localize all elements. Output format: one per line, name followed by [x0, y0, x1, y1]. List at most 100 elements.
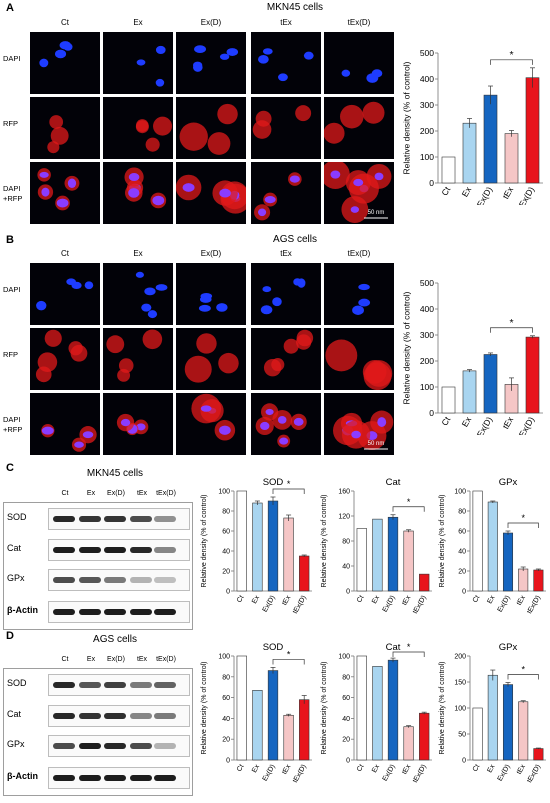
dapi-nucleus	[136, 423, 146, 431]
bar-chart-a: 0 100 200 300 400 500 Relative density (% of c…	[402, 48, 543, 205]
chart-title: GPx	[499, 477, 518, 488]
bar	[472, 707, 483, 761]
blot-band	[154, 577, 176, 583]
x-tick-label: tEx(D)	[412, 595, 428, 616]
x-tick-label: Ct	[356, 594, 366, 604]
dapi-nucleus	[226, 48, 239, 56]
blot-band	[53, 609, 75, 615]
x-tick-label: tEx	[500, 184, 515, 200]
dapi-nucleus	[272, 297, 282, 307]
y-tick-label: 400	[420, 304, 434, 314]
rfp-cell	[207, 132, 231, 155]
panel-letter-b: B	[6, 234, 14, 246]
x-tick-label: Ct	[236, 594, 246, 604]
bar	[283, 714, 294, 761]
micrograph-tile	[176, 97, 246, 159]
dapi-nucleus	[141, 303, 152, 312]
x-tick-label: Ex(D)	[382, 764, 397, 783]
panel-b-title: AGS cells	[273, 234, 317, 245]
micrograph-tile	[251, 328, 321, 390]
blot-label: GPx	[7, 573, 25, 583]
column-label: tEx	[280, 18, 292, 27]
blot-band	[154, 743, 176, 749]
micrograph-tile	[324, 328, 394, 390]
x-tick-label: Ex(D)	[262, 595, 277, 614]
dapi-nucleus	[71, 281, 82, 290]
micrograph-tile	[30, 263, 100, 325]
y-tick-label: 20	[222, 737, 230, 744]
y-tick-label: 200	[454, 653, 466, 660]
dapi-nucleus	[260, 421, 270, 431]
bar	[387, 659, 399, 761]
y-tick-label: 60	[222, 695, 230, 702]
bar	[441, 386, 456, 414]
dapi-nucleus	[182, 183, 195, 192]
column-label: tEx(D)	[347, 249, 371, 258]
dapi-nucleus	[374, 172, 384, 181]
bar	[267, 500, 279, 592]
dapi-nucleus	[216, 303, 228, 312]
rfp-cell	[283, 338, 299, 354]
dapi-nucleus	[41, 187, 50, 197]
bar	[419, 712, 430, 761]
dapi-nucleus	[36, 300, 47, 311]
lane-label: tEx(D)	[156, 490, 176, 497]
dapi-nucleus	[192, 62, 203, 72]
bar	[518, 701, 529, 761]
blot-band	[53, 713, 75, 719]
blot-band	[154, 516, 176, 522]
dapi-nucleus	[74, 441, 84, 448]
blot-label: Cat	[7, 709, 22, 719]
dapi-nucleus	[135, 271, 144, 278]
x-tick-label: Ex(D)	[475, 415, 495, 435]
micrograph-tile	[324, 32, 394, 94]
micrograph-tile	[103, 263, 173, 325]
micrograph-tile	[324, 97, 394, 159]
significance-bracket	[507, 522, 539, 528]
dapi-nucleus	[341, 69, 351, 77]
bar	[462, 122, 477, 184]
bar	[525, 77, 540, 184]
bar	[502, 532, 514, 592]
y-tick-label: 100	[420, 382, 434, 392]
rfp-cell	[218, 352, 239, 374]
micrograph-tile	[30, 393, 100, 455]
blot-band	[130, 775, 152, 781]
blot-band	[130, 516, 152, 522]
bar-chart-d-sod: SOD 0 20 40 60 80 100 Relative density (% of co…	[201, 642, 312, 785]
significance-label: *	[521, 513, 525, 523]
lane-label: Ex(D)	[107, 656, 125, 663]
rfp-cell	[47, 141, 60, 154]
rfp-cell	[340, 104, 364, 129]
dapi-nucleus	[265, 408, 274, 416]
significance-label: *	[509, 317, 513, 329]
micrograph-tile: 50 nm	[324, 162, 394, 224]
y-tick-label: 40	[222, 716, 230, 723]
significance-bracket	[507, 674, 539, 680]
x-tick-label: Ex	[486, 594, 496, 605]
y-tick-label: 80	[458, 508, 466, 515]
rfp-cell	[179, 122, 208, 151]
significance-bracket	[392, 506, 425, 512]
rfp-cell	[135, 120, 149, 134]
blot-band	[130, 713, 152, 719]
blot-band	[79, 547, 101, 553]
dapi-nucleus	[67, 178, 77, 189]
y-tick-label: 200	[420, 356, 434, 366]
x-tick-label: Ex	[251, 594, 261, 605]
rfp-cell	[44, 329, 62, 347]
scale-bar-label: 50 nm	[368, 210, 385, 216]
rfp-cell	[153, 116, 173, 136]
x-tick-label: tEx(D)	[292, 764, 308, 785]
significance-label: *	[407, 642, 411, 652]
blot-strip	[48, 601, 190, 623]
blot-band	[53, 743, 75, 749]
blot-title: AGS cells	[93, 634, 137, 645]
blot-band	[53, 775, 75, 781]
y-tick-label: 300	[420, 330, 434, 340]
blot-band	[104, 775, 126, 781]
bar	[299, 555, 310, 592]
blot-strip	[48, 705, 190, 727]
column-label: Ex(D)	[200, 249, 222, 258]
y-tick-label: 20	[342, 737, 350, 744]
